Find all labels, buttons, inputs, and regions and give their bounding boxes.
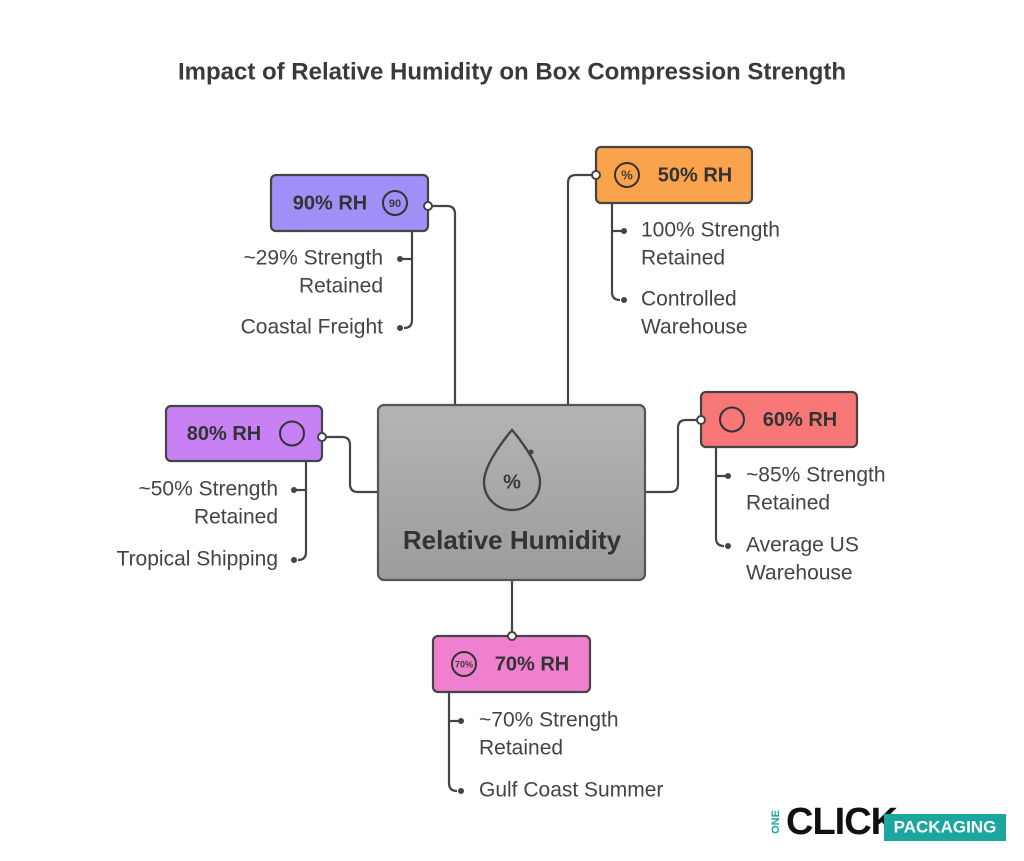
- item-dot: [621, 297, 627, 303]
- logo-badge-text: PACKAGING: [894, 817, 997, 836]
- item-text: Retained: [641, 247, 725, 270]
- item-dot: [291, 487, 297, 493]
- connector: [566, 173, 596, 405]
- node-icon: [382, 190, 408, 216]
- item-dot: [458, 718, 464, 724]
- logo-prefix: ONE: [770, 810, 782, 834]
- item-dot: [725, 473, 731, 479]
- connector-dot: [423, 201, 433, 211]
- item-text: Average US: [746, 534, 859, 557]
- item-text: Retained: [479, 737, 563, 760]
- bracket: [297, 461, 308, 562]
- logo: ONE CLICK PACKAGING: [770, 801, 1006, 843]
- logo-badge: [884, 814, 1006, 841]
- item-text: ~70% Strength: [479, 709, 619, 732]
- logo-main: CLICK: [786, 801, 899, 843]
- item-dot: [397, 325, 403, 331]
- bracket: [714, 447, 725, 548]
- item-text: Controlled: [641, 288, 737, 311]
- item-text: Warehouse: [641, 316, 748, 339]
- item-text: 100% Strength: [641, 219, 780, 242]
- connector-dot: [507, 631, 517, 641]
- node-icon-text: %: [621, 167, 633, 182]
- node-icon-text: 90: [389, 198, 401, 210]
- item-text: ~85% Strength: [746, 464, 886, 487]
- item-dot: [621, 228, 627, 234]
- node-label: 70% RH: [495, 653, 569, 675]
- connector-dot: [696, 415, 706, 425]
- center-icon-text: %: [503, 471, 521, 493]
- item-text: Warehouse: [746, 562, 853, 585]
- item-text: Coastal Freight: [241, 316, 384, 339]
- center-icon: [482, 428, 542, 512]
- item-dot: [397, 256, 403, 262]
- node-label: 90% RH: [293, 192, 367, 214]
- bracket: [610, 203, 621, 302]
- node-icon: [451, 651, 477, 677]
- item-text: ~29% Strength: [243, 247, 383, 270]
- node-icon-text: 70%: [455, 659, 473, 669]
- node-label: 80% RH: [187, 423, 261, 445]
- item-dot: [725, 543, 731, 549]
- item-text: Retained: [299, 275, 383, 298]
- connector-dot: [317, 432, 327, 442]
- item-text: Retained: [746, 492, 830, 515]
- connector-dot: [591, 170, 601, 180]
- center-icon-dot: [528, 449, 534, 455]
- connector: [322, 435, 378, 494]
- node-icon: [279, 420, 305, 447]
- item-text: ~50% Strength: [138, 478, 278, 501]
- bracket: [403, 231, 414, 330]
- connector: [645, 418, 701, 494]
- node-icon: [614, 162, 640, 188]
- node-label: 50% RH: [658, 164, 732, 186]
- center-box: [376, 403, 647, 582]
- item-text: Tropical Shipping: [117, 548, 278, 571]
- connector: [428, 204, 457, 405]
- node-label: 60% RH: [763, 409, 837, 431]
- item-dot: [458, 788, 464, 794]
- title: Impact of Relative Humidity on Box Compr…: [178, 58, 846, 85]
- node-icon: [719, 406, 745, 433]
- item-text: Gulf Coast Summer: [479, 779, 663, 802]
- item-dot: [291, 557, 297, 563]
- bracket: [447, 692, 458, 793]
- item-text: Retained: [194, 506, 278, 529]
- center-label: Relative Humidity: [403, 525, 622, 555]
